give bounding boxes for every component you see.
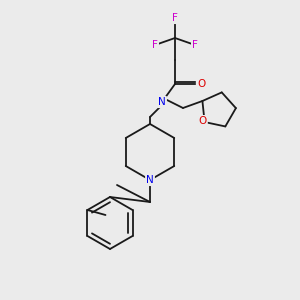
- Text: F: F: [192, 40, 198, 50]
- Text: O: O: [197, 79, 205, 89]
- Text: O: O: [199, 116, 207, 126]
- Text: F: F: [152, 40, 158, 50]
- Text: F: F: [172, 13, 178, 23]
- Text: N: N: [158, 97, 166, 107]
- Text: N: N: [146, 175, 154, 185]
